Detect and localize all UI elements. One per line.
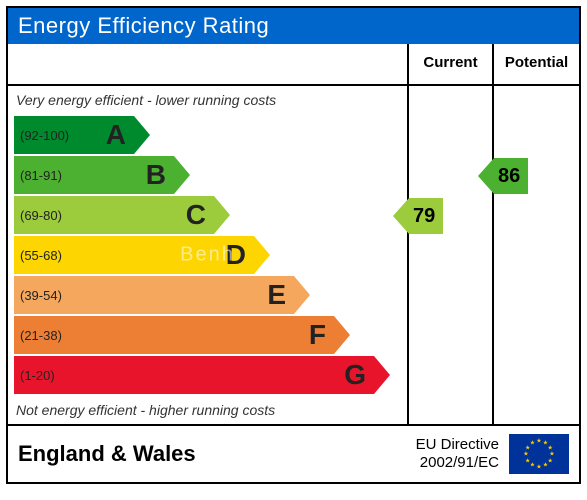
epc-chart: Energy Efficiency Rating Current Potenti… (6, 6, 581, 484)
pointer-value: 86 (494, 158, 528, 194)
footer-region: England & Wales (18, 441, 416, 467)
header-current: Current (409, 44, 494, 84)
eu-star-icon: ★ (530, 439, 535, 446)
eu-star-icon: ★ (543, 462, 548, 469)
title-bar: Energy Efficiency Rating (8, 8, 579, 44)
eu-star-icon: ★ (525, 457, 530, 464)
band-range: (92-100) (14, 128, 69, 143)
band-letter: A (106, 119, 126, 151)
band-arrow-icon (374, 356, 390, 394)
eu-star-icon: ★ (530, 462, 535, 469)
pointer-arrow-icon (393, 198, 409, 234)
pointer-value: 79 (409, 198, 443, 234)
band-arrow-icon (214, 196, 230, 234)
band-bar: (92-100) A (14, 116, 134, 154)
eu-flag-icon: ★★★★★★★★★★★★ (509, 434, 569, 474)
band-a: (92-100) A (14, 116, 407, 154)
band-bar: (21-38) F (14, 316, 334, 354)
band-bar: (39-54) E (14, 276, 294, 314)
band-range: (39-54) (14, 288, 62, 303)
band-g: (1-20) G (14, 356, 407, 394)
band-bar: (81-91) B (14, 156, 174, 194)
band-letter: C (186, 199, 206, 231)
potential-pointer: 86 (478, 158, 528, 194)
eu-star-icon: ★ (536, 464, 541, 471)
chart-title: Energy Efficiency Rating (18, 13, 269, 38)
band-arrow-icon (254, 236, 270, 274)
body-row: Very energy efficient - lower running co… (8, 86, 579, 426)
header-potential: Potential (494, 44, 579, 84)
band-b: (81-91) B (14, 156, 407, 194)
band-letter: E (267, 279, 286, 311)
band-bar: (55-68) D (14, 236, 254, 274)
directive-line2: 2002/91/EC (416, 454, 499, 472)
current-column: 79 (409, 86, 494, 424)
band-bar: (1-20) G (14, 356, 374, 394)
band-arrow-icon (134, 116, 150, 154)
note-bottom: Not energy efficient - higher running co… (8, 400, 407, 420)
pointer-arrow-icon (478, 158, 494, 194)
header-spacer (8, 44, 409, 84)
bands-list: (92-100) A (81-91) B (69-80) C (55-68) D (39-54)… (8, 110, 407, 400)
band-c: (69-80) C (14, 196, 407, 234)
eu-star-icon: ★ (523, 451, 528, 458)
current-pointer: 79 (393, 198, 443, 234)
eu-star-icon: ★ (536, 438, 541, 445)
band-arrow-icon (334, 316, 350, 354)
bands-area: Very energy efficient - lower running co… (8, 86, 409, 424)
footer-directive: EU Directive 2002/91/EC (416, 436, 509, 472)
band-range: (21-38) (14, 328, 62, 343)
band-range: (1-20) (14, 368, 55, 383)
band-e: (39-54) E (14, 276, 407, 314)
directive-line1: EU Directive (416, 436, 499, 454)
band-letter: D (226, 239, 246, 271)
eu-star-icon: ★ (548, 457, 553, 464)
band-letter: B (146, 159, 166, 191)
band-range: (55-68) (14, 248, 62, 263)
header-row: Current Potential (8, 44, 579, 86)
band-range: (81-91) (14, 168, 62, 183)
band-letter: F (309, 319, 326, 351)
note-top: Very energy efficient - lower running co… (8, 90, 407, 110)
potential-column: 86 (494, 86, 579, 424)
band-arrow-icon (174, 156, 190, 194)
band-d: (55-68) D (14, 236, 407, 274)
band-arrow-icon (294, 276, 310, 314)
band-f: (21-38) F (14, 316, 407, 354)
footer-row: England & Wales EU Directive 2002/91/EC … (8, 426, 579, 482)
band-bar: (69-80) C (14, 196, 214, 234)
band-range: (69-80) (14, 208, 62, 223)
band-letter: G (344, 359, 366, 391)
